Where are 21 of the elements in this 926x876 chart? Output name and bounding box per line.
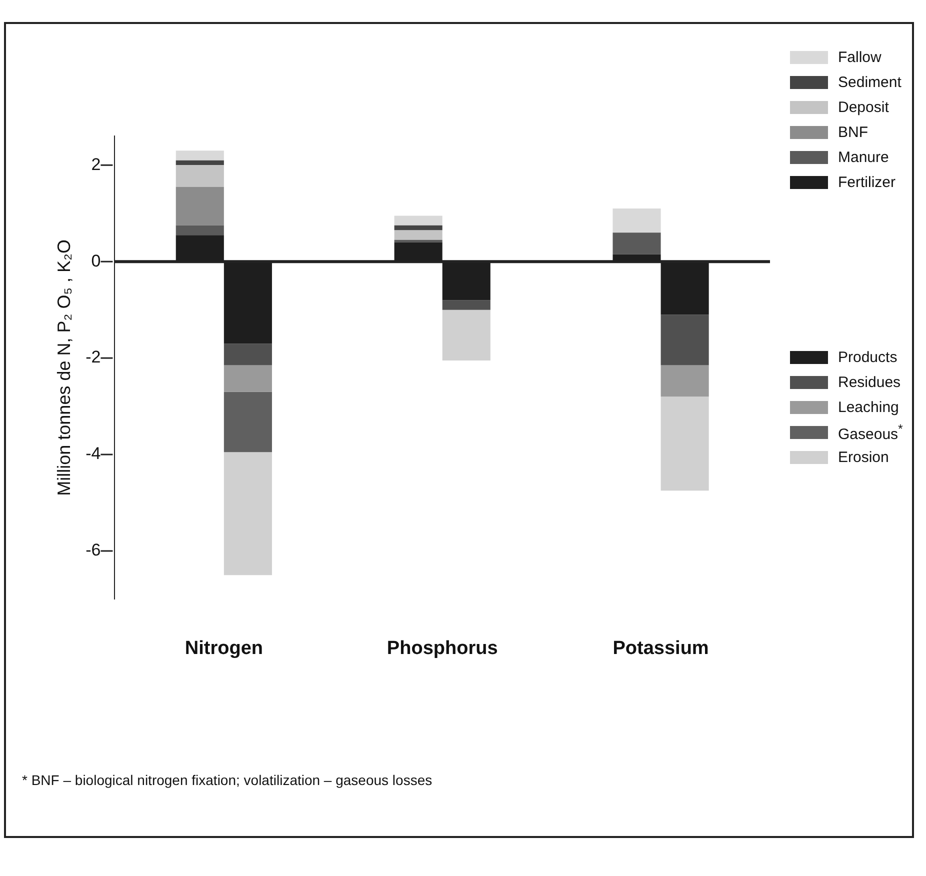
legend-label: Deposit — [838, 99, 889, 116]
y-tick-label: 0 — [91, 251, 101, 270]
legend-label: Residues — [838, 374, 901, 391]
y-tick-label: -2 — [86, 348, 101, 367]
legend-label: Leaching — [838, 399, 899, 416]
legend-label: Sediment — [838, 74, 902, 91]
x-tick-label: Phosphorus — [386, 638, 498, 659]
y-axis-title: Million tonnes de N, P₂ O₅ , K₂O — [54, 240, 74, 496]
legend-label: Gaseous$^{*}$ — [838, 422, 903, 443]
y-tick-label: -4 — [86, 444, 101, 464]
legend-label: Fallow — [838, 49, 882, 66]
legend-label: Erosion — [838, 449, 889, 466]
legend-label: Products — [838, 349, 898, 366]
legend-label: Manure — [838, 149, 889, 166]
x-tick-label: Nitrogen — [184, 638, 263, 659]
legend-label: BNF — [838, 124, 868, 141]
y-tick-label: 2 — [91, 154, 101, 174]
legend-label: Fertilizer — [838, 174, 896, 191]
x-tick-label: Potassium — [612, 638, 709, 659]
y-tick-label: -6 — [86, 540, 101, 560]
text: * BNF – biological nitrogen fixation; volatilization – gaseous losses — [22, 772, 432, 788]
